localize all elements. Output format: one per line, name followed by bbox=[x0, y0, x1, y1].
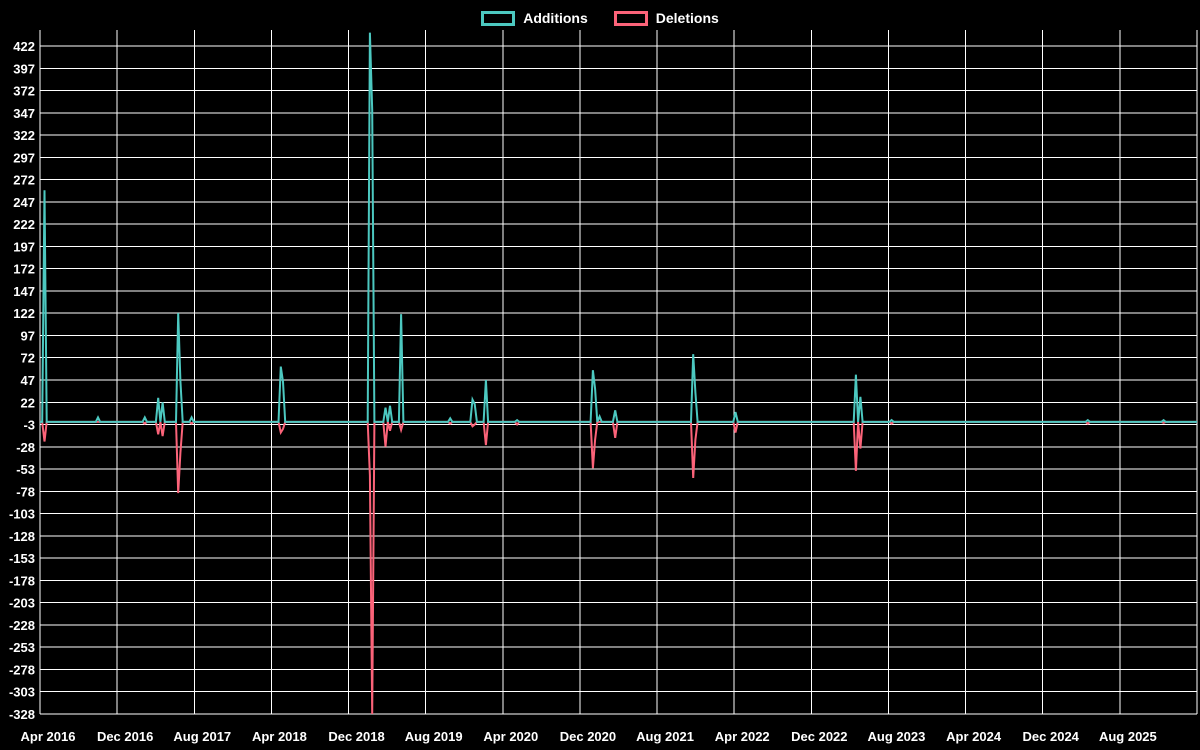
x-tick-label: Dec 2018 bbox=[328, 729, 384, 744]
y-tick-label: -253 bbox=[9, 640, 35, 655]
y-tick-label: 422 bbox=[13, 39, 35, 54]
y-tick-label: 322 bbox=[13, 128, 35, 143]
x-tick-label: Aug 2021 bbox=[636, 729, 694, 744]
y-tick-label: -53 bbox=[16, 462, 35, 477]
y-tick-label: -328 bbox=[9, 707, 35, 722]
y-tick-label: 272 bbox=[13, 173, 35, 188]
series-line-additions bbox=[40, 32, 1197, 423]
legend-item-additions[interactable]: Additions bbox=[481, 10, 588, 26]
y-tick-label: 147 bbox=[13, 284, 35, 299]
additions-legend-label: Additions bbox=[523, 10, 588, 26]
x-tick-label: Apr 2024 bbox=[946, 729, 1002, 744]
y-tick-label: 397 bbox=[13, 61, 35, 76]
x-tick-label: Dec 2022 bbox=[791, 729, 847, 744]
y-tick-label: -303 bbox=[9, 685, 35, 700]
deletions-legend-swatch bbox=[613, 10, 648, 26]
y-tick-label: 372 bbox=[13, 84, 35, 99]
x-tick-label: Dec 2024 bbox=[1023, 729, 1080, 744]
y-tick-label: 347 bbox=[13, 106, 35, 121]
x-tick-label: Aug 2023 bbox=[868, 729, 926, 744]
chart-legend: Additions Deletions bbox=[0, 6, 1200, 30]
y-tick-label: -128 bbox=[9, 529, 35, 544]
y-tick-label: 22 bbox=[21, 395, 35, 410]
y-tick-label: 247 bbox=[13, 195, 35, 210]
y-tick-label: -228 bbox=[9, 618, 35, 633]
y-tick-label: -178 bbox=[9, 573, 35, 588]
y-tick-label: 172 bbox=[13, 262, 35, 277]
y-tick-label: -3 bbox=[23, 418, 35, 433]
x-tick-label: Dec 2020 bbox=[560, 729, 616, 744]
y-tick-label: 47 bbox=[21, 373, 35, 388]
x-tick-label: Aug 2025 bbox=[1099, 729, 1157, 744]
y-tick-label: 197 bbox=[13, 239, 35, 254]
y-tick-label: -153 bbox=[9, 551, 35, 566]
x-tick-label: Apr 2016 bbox=[21, 729, 76, 744]
y-tick-label: -203 bbox=[9, 596, 35, 611]
x-tick-label: Apr 2022 bbox=[715, 729, 770, 744]
x-tick-label: Aug 2019 bbox=[405, 729, 463, 744]
legend-item-deletions[interactable]: Deletions bbox=[613, 10, 719, 26]
x-tick-label: Dec 2016 bbox=[97, 729, 153, 744]
deletions-legend-label: Deletions bbox=[655, 10, 719, 26]
series-line-deletions bbox=[40, 420, 1197, 714]
y-tick-label: 122 bbox=[13, 306, 35, 321]
y-tick-label: -103 bbox=[9, 507, 35, 522]
y-tick-label: 97 bbox=[21, 328, 35, 343]
y-tick-label: 72 bbox=[21, 351, 35, 366]
y-tick-label: 222 bbox=[13, 217, 35, 232]
x-tick-label: Aug 2017 bbox=[173, 729, 231, 744]
y-tick-label: 297 bbox=[13, 150, 35, 165]
x-tick-label: Apr 2020 bbox=[483, 729, 538, 744]
y-tick-label: -78 bbox=[16, 484, 35, 499]
y-tick-label: -28 bbox=[16, 440, 35, 455]
y-tick-label: -278 bbox=[9, 662, 35, 677]
additions-legend-swatch bbox=[481, 10, 516, 26]
x-tick-label: Apr 2018 bbox=[252, 729, 307, 744]
